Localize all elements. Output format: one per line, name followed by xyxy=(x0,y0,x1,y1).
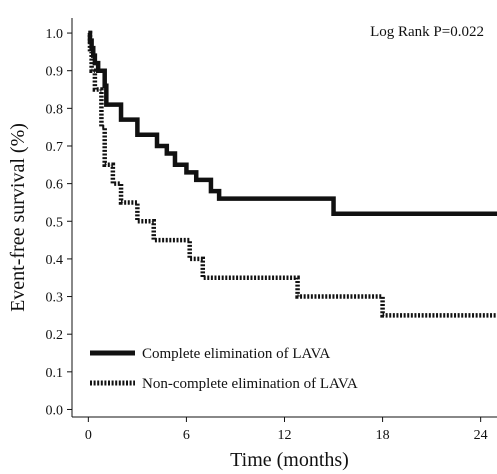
x-tick-label: 0 xyxy=(85,428,92,443)
y-tick-label: 0.7 xyxy=(46,140,64,155)
y-axis-title: Event-free survival (%) xyxy=(7,123,29,312)
y-tick-label: 0.4 xyxy=(46,253,64,268)
y-tick-label: 0.9 xyxy=(46,65,64,80)
series-line-noncomplete xyxy=(87,30,497,318)
series-line-complete xyxy=(87,30,497,216)
y-tick-label: 0.0 xyxy=(46,403,64,418)
legend-label-complete: Complete elimination of LAVA xyxy=(142,346,330,362)
legend-label-noncomplete: Non-complete elimination of LAVA xyxy=(142,376,358,392)
y-tick-label: 0.8 xyxy=(46,102,64,117)
series-layer xyxy=(87,30,497,318)
x-tick-label: 24 xyxy=(474,428,488,443)
axes-layer: 0.0 0.1 0.2 0.3 0.4 0.5 0.6 0.7 0.8 0.9 1.0 0 6 12 18 2… xyxy=(46,18,497,443)
legend: Complete elimination of LAVA Non-complet… xyxy=(90,346,358,392)
y-tick-label: 0.1 xyxy=(46,366,64,381)
x-tick-label: 12 xyxy=(278,428,292,443)
x-tick-label: 18 xyxy=(376,428,390,443)
y-tick-label: 0.5 xyxy=(46,215,64,230)
x-tick-label: 6 xyxy=(183,428,190,443)
log-rank-annotation: Log Rank P=0.022 xyxy=(370,24,484,40)
y-tick-label: 0.2 xyxy=(46,328,64,343)
y-tick-label: 0.3 xyxy=(46,291,64,306)
y-tick-label: 1.0 xyxy=(46,27,64,42)
x-axis-title: Time (months) xyxy=(230,449,349,471)
y-tick-label: 0.6 xyxy=(46,178,64,193)
